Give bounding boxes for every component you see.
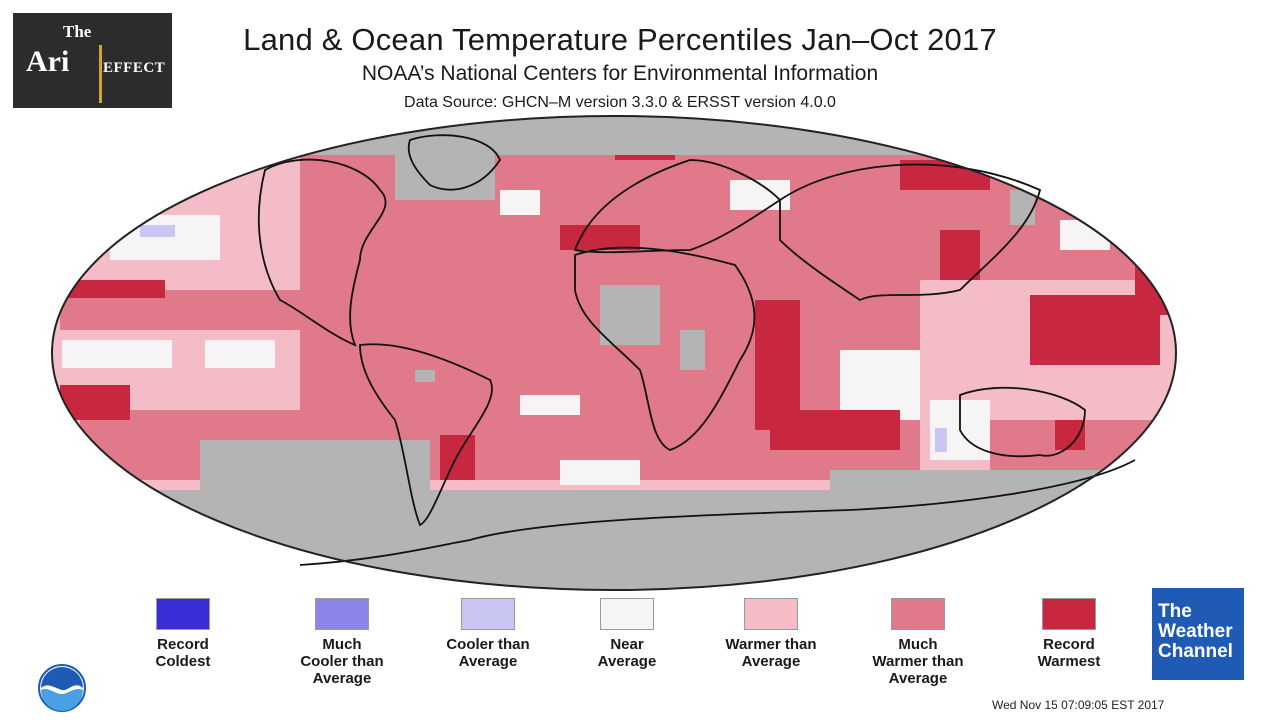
legend-item: Record Warmest — [1009, 598, 1129, 670]
legend-label: Near Average — [597, 636, 657, 670]
ari-logo-the: The — [63, 22, 92, 41]
legend-swatch — [156, 598, 210, 630]
amazon-no-data — [415, 370, 435, 382]
record-mediterranean — [560, 225, 640, 250]
legend-label: Record Warmest — [1037, 636, 1101, 670]
cooler-pacific — [140, 225, 175, 237]
australia-coast — [959, 386, 1086, 458]
noaa-logo-icon — [38, 664, 86, 712]
legend-item: Warmer than Average — [711, 598, 831, 670]
south-pacific-no-data — [200, 440, 430, 500]
legend-swatch — [315, 598, 369, 630]
near-south-atlantic — [520, 395, 580, 415]
timestamp: Wed Nov 15 07:09:05 EST 2017 — [992, 698, 1165, 712]
globe-outline — [51, 115, 1177, 591]
south-america-coast — [359, 343, 493, 527]
legend-item: Cooler than Average — [428, 598, 548, 670]
twc-line3: Channel — [1158, 641, 1233, 662]
north-america-coast — [257, 158, 387, 347]
ari-logo-effect: EFFECT — [103, 60, 166, 76]
legend-label: Much Cooler than Average — [300, 636, 384, 687]
map-fill-layer — [52, 116, 1176, 590]
near-southern-ocean — [560, 460, 640, 485]
near-indian-ocean — [840, 350, 920, 420]
coastlines — [257, 134, 1136, 566]
asia-coast — [779, 163, 1042, 302]
greenland-coast — [407, 134, 502, 191]
legend-swatch — [1042, 598, 1096, 630]
record-north-pacific — [55, 280, 165, 298]
near-pacific-2 — [205, 340, 275, 368]
legend-label: Much Warmer than Average — [872, 636, 964, 687]
page-subtitle: NOAA’s National Centers for Environmenta… — [361, 62, 879, 85]
page-title: Land & Ocean Temperature Percentiles Jan… — [243, 22, 997, 57]
record-china — [940, 230, 980, 280]
record-indian-west — [755, 300, 800, 430]
legend-item: Near Average — [567, 598, 687, 670]
near-north-pacific — [110, 215, 220, 260]
ari-logo-bar — [99, 45, 102, 103]
ari-logo-name: Ari — [26, 45, 70, 78]
legend-swatch — [600, 598, 654, 630]
record-argentina — [440, 435, 475, 480]
kamchatka-no-data — [1010, 190, 1035, 225]
record-indian-south — [770, 410, 900, 450]
legend-item: Much Warmer than Average — [858, 598, 978, 687]
legend-label: Cooler than Average — [446, 636, 530, 670]
legend-swatch — [891, 598, 945, 630]
legend-label: Record Coldest — [155, 636, 211, 670]
weather-channel-logo: The Weather Channel — [1152, 588, 1244, 680]
arctic-atlantic-much — [540, 160, 630, 220]
africa-coast — [574, 246, 756, 451]
data-source: Data Source: GHCN–M version 3.3.0 & ERSS… — [404, 94, 836, 111]
near-pacific-1 — [62, 340, 172, 368]
legend-item: Record Coldest — [123, 598, 243, 670]
legend-swatch — [461, 598, 515, 630]
twc-line1: The — [1158, 601, 1192, 622]
southern-indian-no-data — [830, 470, 1150, 510]
antarctica-coast — [299, 459, 1136, 566]
legend-swatch — [744, 598, 798, 630]
cooler-australia — [935, 428, 947, 452]
central-africa-no-data — [680, 330, 705, 370]
twc-line2: Weather — [1158, 621, 1233, 642]
sahara-no-data — [600, 285, 660, 345]
ari-effect-logo: The Ari EFFECT — [13, 13, 172, 108]
near-north-atlantic — [500, 190, 540, 215]
legend-item: Much Cooler than Average — [282, 598, 402, 687]
legend-label: Warmer than Average — [725, 636, 817, 670]
